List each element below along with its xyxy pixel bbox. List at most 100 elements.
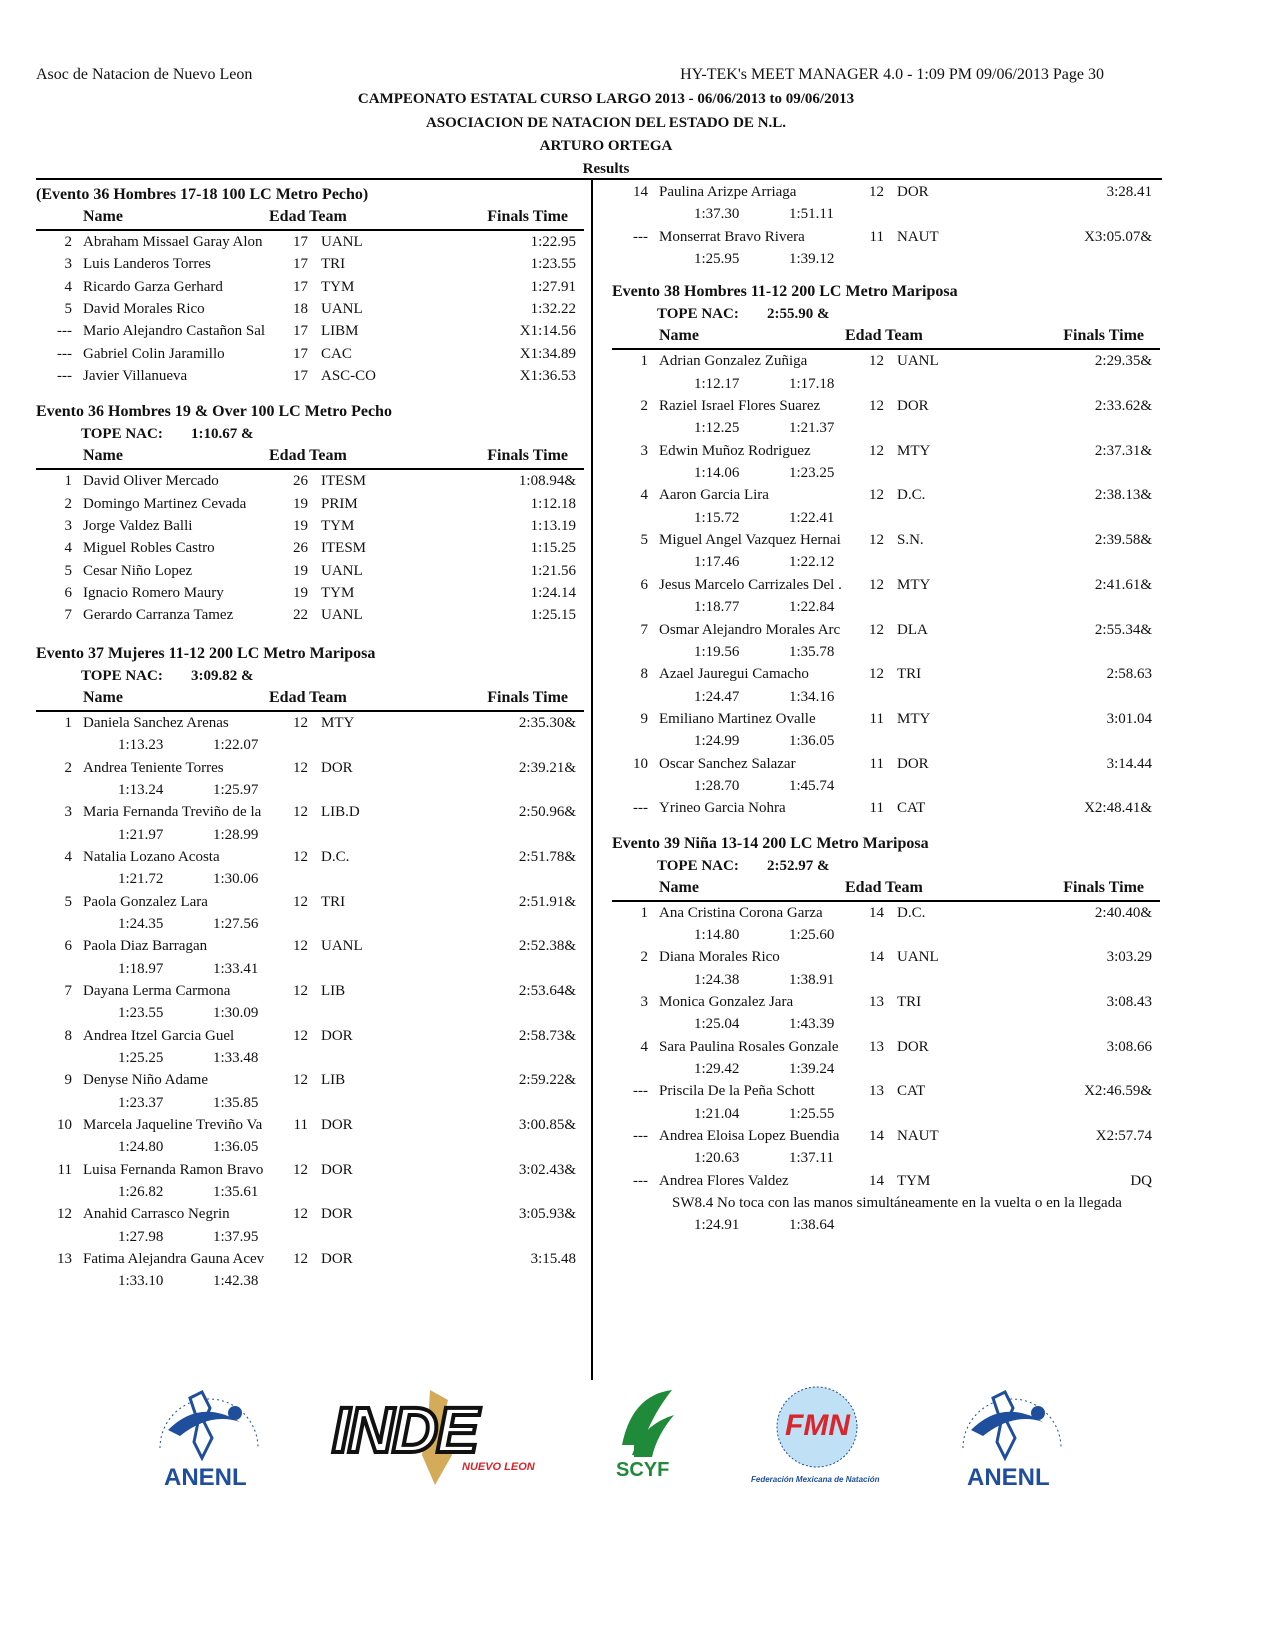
- place: 3: [64, 804, 73, 821]
- team: NAUT: [897, 1128, 939, 1145]
- age: 12: [869, 184, 884, 200]
- place: 13: [57, 1251, 72, 1268]
- place: 10: [633, 755, 648, 772]
- result-row: 2 Diana Morales Rico 14 UANL 3:03.29: [612, 946, 1160, 968]
- team: TRI: [897, 666, 922, 683]
- team: UANL: [897, 353, 939, 370]
- splits-row: 1:21.97 1:28.99: [36, 824, 584, 846]
- swimmer-name: Raziel Israel Flores Suarez: [659, 398, 821, 415]
- team: D.C.: [321, 848, 350, 865]
- team: NAUT: [897, 228, 939, 245]
- splits-row: 1:33.10 1:42.38: [36, 1270, 584, 1292]
- age: 19: [293, 585, 308, 602]
- split: 1:24.99: [694, 733, 740, 750]
- split: 1:43.39: [789, 1016, 835, 1033]
- finals-time: 2:58.63: [1106, 666, 1152, 683]
- finals-time: 1:32.22: [530, 301, 576, 318]
- finals-time: X1:36.53: [519, 368, 576, 385]
- age: 17: [293, 345, 308, 362]
- splits-row: 1:13.24 1:25.97: [36, 779, 584, 801]
- team: MTY: [897, 576, 931, 593]
- splits-row: 1:19.56 1:35.78: [612, 641, 1160, 663]
- finals-time: 2:58.73&: [518, 1027, 576, 1044]
- finals-time: 3:28.41: [1106, 184, 1152, 200]
- result-row: 3 Luis Landeros Torres 17 TRI 1:23.55: [36, 253, 584, 275]
- swimmer-name: Dayana Lerma Carmona: [83, 982, 231, 999]
- team: D.C.: [897, 904, 926, 921]
- finals-time: 2:41.61&: [1094, 576, 1152, 593]
- finals-time: 2:50.96&: [518, 804, 576, 821]
- split: 1:42.38: [213, 1273, 259, 1290]
- place: 6: [640, 576, 649, 593]
- result-row: 4 Ricardo Garza Gerhard 17 TYM 1:27.91: [36, 276, 584, 298]
- swimmer-name: Mario Alejandro Castañon Sal: [83, 323, 266, 340]
- split: 1:25.04: [694, 1016, 740, 1033]
- place: 5: [64, 562, 73, 579]
- split: 1:21.97: [118, 826, 164, 843]
- result-row: 1 Daniela Sanchez Arenas 12 MTY 2:35.30&: [36, 712, 584, 734]
- age: 12: [293, 759, 308, 776]
- finals-time: 2:59.22&: [518, 1072, 576, 1089]
- finals-time: 3:15.48: [530, 1251, 576, 1268]
- place: ---: [57, 345, 72, 362]
- place: 9: [64, 1072, 73, 1089]
- team: ITESM: [321, 540, 366, 557]
- result-row: 5 Paola Gonzalez Lara 12 TRI 2:51.91&: [36, 891, 584, 913]
- event-title: (Evento 36 Hombres 17-18 100 LC Metro Pe…: [36, 186, 369, 203]
- result-row: 3 Monica Gonzalez Jara 13 TRI 3:08.43: [612, 991, 1160, 1013]
- team: UANL: [321, 938, 363, 955]
- tope-value: 1:10.67 &: [191, 426, 254, 443]
- result-row: 2 Abraham Missael Garay Alon 17 UANL 1:22.95: [36, 231, 584, 253]
- place: 2: [640, 949, 649, 966]
- place: 10: [57, 1117, 72, 1133]
- age: 14: [869, 949, 884, 966]
- split: 1:30.06: [213, 871, 259, 888]
- team: ASC-CO: [321, 368, 377, 385]
- splits-row: 1:27.98 1:37.95: [36, 1226, 584, 1248]
- team: TRI: [321, 893, 346, 910]
- splits-row: 1:24.35 1:27.56: [36, 913, 584, 935]
- age: 12: [869, 442, 884, 459]
- split: 1:27.56: [213, 915, 259, 932]
- split: 1:38.64: [789, 1217, 835, 1234]
- split: 1:28.99: [213, 826, 259, 843]
- place: 9: [640, 710, 649, 727]
- split: 1:21.37: [789, 420, 835, 437]
- age: 12: [869, 621, 884, 638]
- place: ---: [633, 800, 648, 817]
- result-row: 6 Jesus Marcelo Carrizales Del . 12 MTY 2:41…: [612, 574, 1160, 596]
- result-row: 5 Miguel Angel Vazquez Hernai 12 S.N. 2:39.5…: [612, 529, 1160, 551]
- finals-time: 3:02.43&: [518, 1161, 576, 1178]
- tope-label: TOPE NAC:: [657, 306, 739, 323]
- finals-time: 1:12.18: [530, 495, 576, 512]
- swimmer-name: Jorge Valdez Balli: [83, 518, 193, 535]
- age: 14: [869, 904, 884, 921]
- splits-row: 1:23.55 1:30.09: [36, 1002, 584, 1024]
- event-title: Evento 37 Mujeres 11-12 200 LC Metro Mar…: [36, 644, 376, 662]
- team: TRI: [897, 993, 922, 1010]
- anenl-text: ANENL: [967, 1464, 1050, 1491]
- place: ---: [633, 228, 648, 245]
- result-row: --- Monserrat Bravo Rivera 11 NAUT X3:05.07&: [612, 226, 1160, 248]
- result-row: 3 Edwin Muñoz Rodriguez 12 MTY 2:37.31&: [612, 440, 1160, 462]
- team: MTY: [321, 714, 355, 731]
- result-row: --- Priscila De la Peña Schott 13 CAT X2:46.…: [612, 1080, 1160, 1102]
- result-row: --- Javier Villanueva 17 ASC-CO X1:36.53: [36, 365, 584, 387]
- result-row: 2 Andrea Teniente Torres 12 DOR 2:39.21&: [36, 757, 584, 779]
- age: 19: [293, 495, 308, 512]
- age: 18: [293, 301, 308, 318]
- swimmer-name: Sara Paulina Rosales Gonzale: [659, 1038, 839, 1055]
- splits-row: 1:20.63 1:37.11: [612, 1147, 1160, 1169]
- split: 1:20.63: [694, 1150, 740, 1167]
- qualifying-standard: TOPE NAC: 2:52.97 &: [612, 855, 1160, 877]
- age: 17: [293, 234, 308, 250]
- swimmer-name: Daniela Sanchez Arenas: [83, 714, 229, 731]
- place: 5: [64, 893, 73, 910]
- swimmer-name: Osmar Alejandro Morales Arc: [659, 621, 841, 638]
- right-column: 14 Paulina Arizpe Arriaga 12 DOR 3:28.41 1:37…: [612, 181, 1160, 1237]
- results-label: Results: [582, 161, 630, 177]
- venue-title: ARTURO ORTEGA: [539, 138, 673, 154]
- team: S.N.: [897, 532, 924, 549]
- swimmer-name: Andrea Itzel Garcia Guel: [83, 1027, 235, 1044]
- age: 12: [293, 1027, 308, 1044]
